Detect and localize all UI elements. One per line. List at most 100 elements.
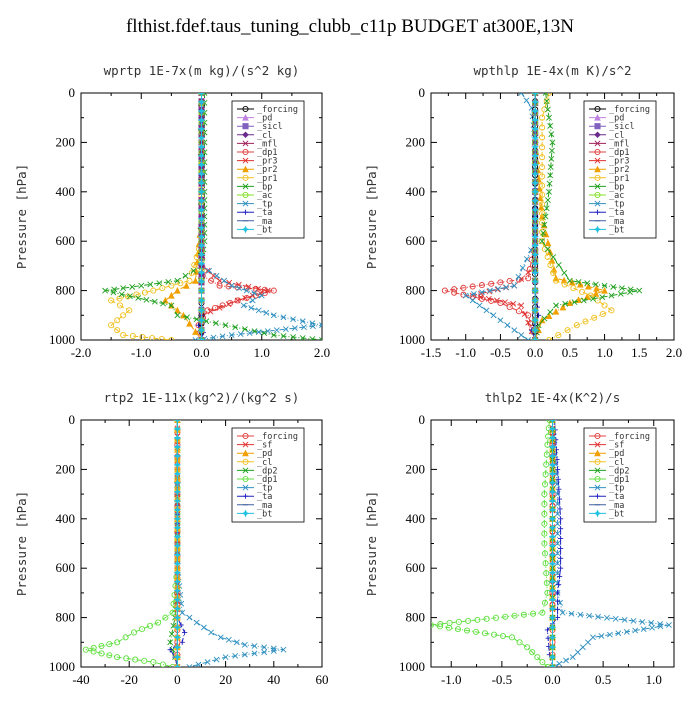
series-tp-marker [518, 332, 525, 338]
series-bt-marker [531, 268, 539, 277]
series-dp1-marker [543, 579, 550, 587]
series-bp-marker [120, 285, 127, 292]
series-bp-marker [544, 106, 551, 113]
series-pr1-marker [561, 281, 568, 288]
legend-item-ta-label: _ta [609, 208, 624, 218]
series-dp1-marker [541, 599, 548, 606]
series-bp-marker [544, 197, 551, 203]
legend-item-sicl-marker [594, 123, 601, 130]
legend-item-forcing-label: _forcing [257, 105, 298, 115]
series-pr2-marker [601, 286, 608, 294]
legend-item-sf-label: _sf [609, 441, 624, 451]
series-bp-marker [571, 299, 578, 306]
series-pr1-marker [539, 144, 546, 151]
series-tp-marker [518, 93, 525, 96]
series-pr3-marker [234, 297, 241, 304]
series-pr1-marker [573, 322, 580, 329]
series-bt-marker [197, 152, 206, 160]
series-dp1-marker [534, 654, 541, 661]
series-tp-marker [217, 634, 224, 641]
series-dp1-marker [98, 642, 105, 650]
legend-item-pd-label: _pd [609, 114, 624, 124]
y-tick-label: 600 [406, 560, 426, 575]
legend-item-ta-marker [242, 209, 249, 215]
series-bp-marker [566, 277, 573, 284]
legend-item-cl-label: _cl [257, 458, 272, 468]
series-ta-marker [557, 506, 563, 512]
series-dp1-marker [132, 656, 139, 663]
series-bp-marker [627, 289, 633, 296]
figure-title: flthist.fdef.taus_tuning_clubb_c11p BUDG… [125, 16, 575, 37]
series-pr2-marker [174, 286, 181, 294]
x-tick-label: 0.0 [527, 345, 543, 360]
series-pr1-line [109, 93, 202, 340]
legend-item-dp1-label: _dp1 [609, 475, 629, 485]
y-axis-label: Pressure [hPa] [364, 164, 379, 269]
series-bt-marker [197, 241, 206, 250]
chart-title: wprtp 1E-7x(m kg)/(s^2 kg) [104, 63, 300, 78]
legend-item-bp-label: _bp [257, 182, 272, 192]
series-bp-marker [147, 281, 154, 288]
legend-item-mfl-label: _mfl [609, 139, 629, 149]
series-bp-marker [190, 267, 197, 274]
series-dp1-marker [543, 451, 550, 458]
x-tick-label: -1.0 [455, 345, 476, 360]
series-tp-marker [666, 622, 672, 628]
series-pr1-marker [539, 238, 546, 245]
series-dp1-marker [114, 639, 121, 646]
legend-item-dp1-label: _dp1 [257, 475, 277, 485]
series-pr2-marker [585, 282, 592, 290]
series-bt-marker [197, 286, 206, 295]
series-ta-marker [555, 476, 561, 482]
series-pr1-marker [108, 322, 115, 329]
legend-item-forcing-label: _forcing [609, 105, 650, 115]
series-tp-marker [310, 323, 316, 330]
series-dp1-marker [541, 510, 548, 517]
series-bp-marker [241, 326, 248, 333]
legend-item-ta-marker [594, 209, 601, 215]
legend-item-bp-marker [594, 183, 601, 190]
y-tick-label: 1000 [49, 659, 75, 674]
series-tp-marker [263, 309, 270, 316]
series-bp-marker [547, 164, 554, 171]
series-tp-marker [280, 646, 287, 653]
series-dp1-marker [539, 609, 546, 616]
series-bt-marker [548, 613, 557, 622]
series-ta-marker [536, 312, 542, 318]
series-pr2-marker [593, 284, 600, 292]
series-bt-marker [173, 633, 182, 642]
series-bp-marker [546, 188, 552, 195]
series-tp-marker [574, 649, 581, 656]
legend-item-dp1-marker [242, 475, 249, 483]
legend-item-pr2-label: _pr2 [609, 165, 629, 175]
legend-item-dp1-marker [594, 475, 601, 483]
y-tick-label: 0 [69, 412, 76, 427]
legend-item-tp-label: _tp [609, 200, 624, 210]
series-tp-marker [606, 631, 613, 638]
series-pr1-marker [186, 277, 193, 284]
series-pr1-marker [545, 93, 553, 97]
series-tp-marker [554, 550, 561, 557]
series-tp-marker [219, 333, 226, 340]
legend-item-bt-label: _bt [257, 509, 272, 519]
series-bt-marker [531, 241, 539, 250]
series-pr1-marker [539, 154, 546, 161]
series-bp-marker [584, 280, 591, 287]
legend-item-ta-label: _ta [257, 492, 272, 502]
series-dp1-marker [502, 613, 509, 620]
series-dp1-marker [544, 663, 551, 667]
series-bt-marker [548, 604, 557, 613]
x-tick-label: 1.0 [254, 345, 270, 360]
series-dp1-marker [114, 654, 121, 661]
series-bp-marker [548, 131, 555, 138]
series-bt-marker [548, 488, 557, 496]
series-tp-marker [585, 639, 591, 646]
series-bp-marker [541, 221, 548, 228]
series-dp1-marker [147, 622, 154, 629]
series-tp-marker [515, 273, 522, 280]
series-bt-marker [173, 425, 182, 433]
series-bt-marker [197, 188, 206, 196]
series-pr2-marker [162, 296, 169, 304]
legend-item-forcing-marker [594, 432, 601, 440]
series-pr1-marker [539, 173, 546, 180]
